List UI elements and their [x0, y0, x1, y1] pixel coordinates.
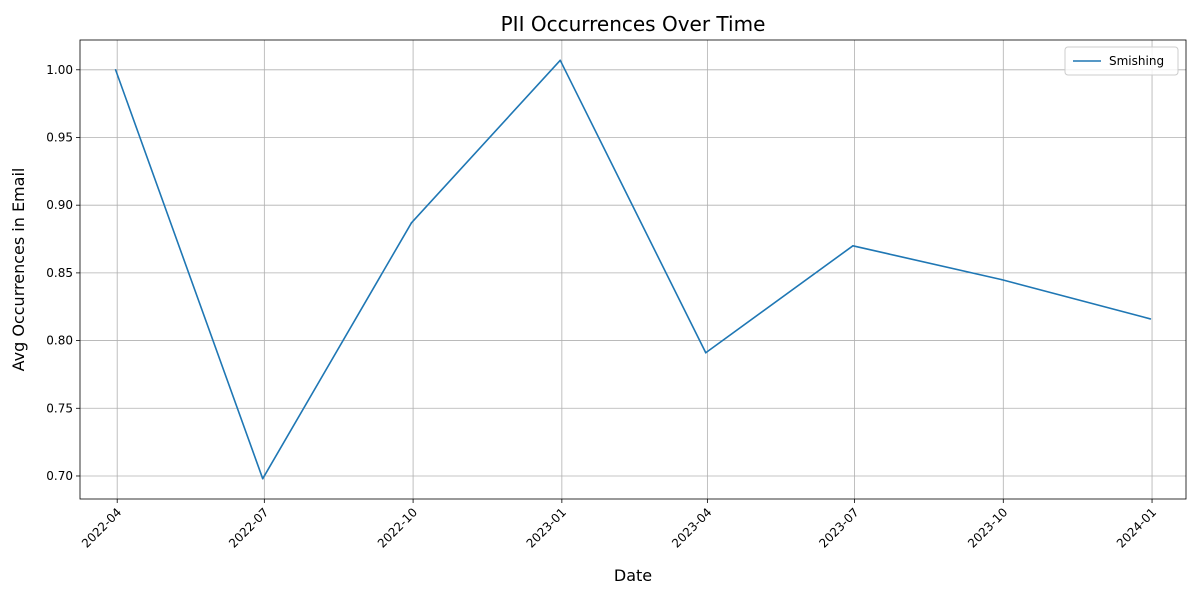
legend-box — [1064, 46, 1179, 76]
x-axis-label: Date — [614, 566, 652, 585]
data-point — [1000, 278, 1003, 281]
y-tick-label: 0.75 — [46, 401, 73, 415]
legend: Smishing — [1064, 46, 1179, 76]
series-line — [114, 59, 1151, 480]
data-point — [410, 221, 413, 224]
chart-title: PII Occurrences Over Time — [501, 12, 766, 36]
y-tick-label: 0.85 — [46, 266, 73, 280]
data-point — [704, 351, 707, 354]
data-point — [559, 59, 562, 62]
data-point — [261, 477, 264, 480]
y-tick-label: 0.80 — [46, 334, 73, 348]
data-point — [1149, 318, 1152, 320]
legend-label: Smishing — [1109, 54, 1164, 68]
y-tick-label: 0.95 — [46, 130, 73, 144]
data-point — [114, 68, 117, 71]
series-layer — [114, 59, 1152, 480]
y-axis-label: Avg Occurrences in Email — [9, 168, 28, 372]
y-tick-label: 0.90 — [46, 198, 73, 212]
axes-frame — [79, 39, 1187, 500]
y-tick-label: 1.00 — [46, 63, 73, 77]
data-point — [852, 245, 854, 247]
y-tick-label: 0.70 — [46, 469, 73, 483]
